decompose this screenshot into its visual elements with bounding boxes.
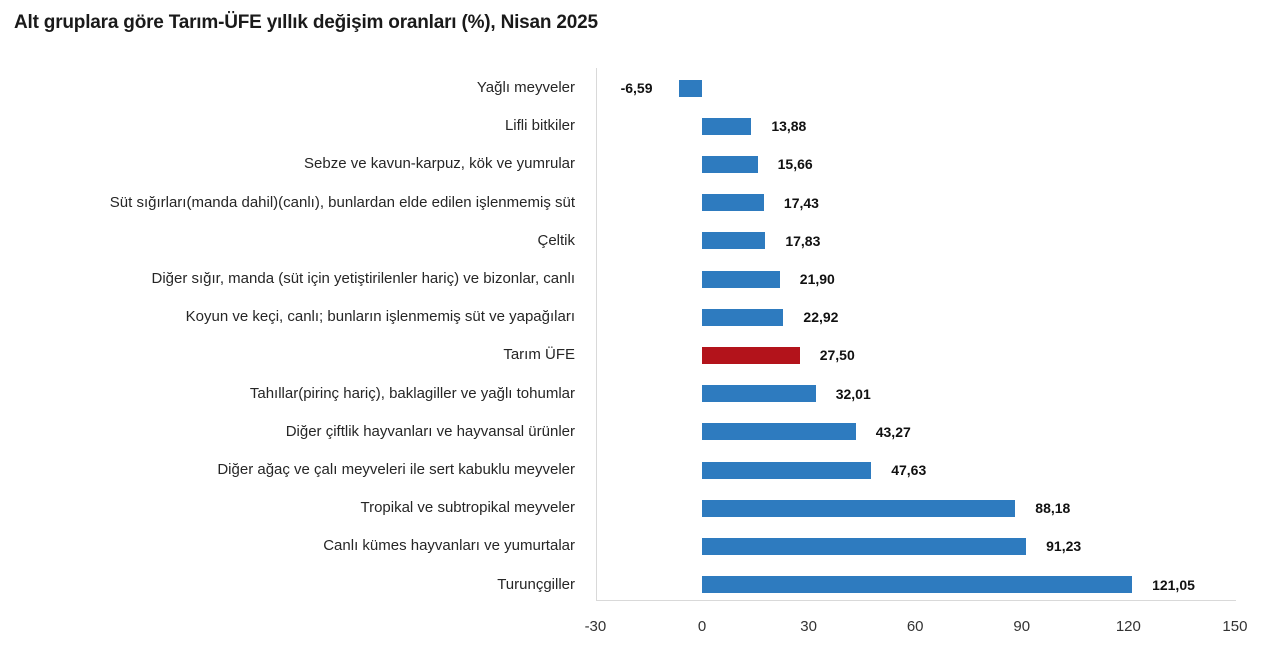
bar bbox=[702, 423, 856, 441]
value-label: 32,01 bbox=[835, 385, 871, 402]
value-label: 27,50 bbox=[819, 347, 855, 364]
x-tick-label: 120 bbox=[1115, 618, 1141, 635]
bar bbox=[702, 499, 1016, 517]
bar bbox=[702, 232, 766, 250]
category-label: Turunçgiller bbox=[497, 575, 575, 593]
bar-highlight bbox=[702, 346, 800, 364]
value-label: 15,66 bbox=[777, 156, 813, 173]
bar bbox=[702, 270, 780, 288]
x-tick-label: 30 bbox=[800, 618, 817, 635]
category-label: Yağlı meyveler bbox=[476, 79, 575, 96]
bar bbox=[702, 194, 764, 212]
category-label: Tropikal ve subtropikal meyveler bbox=[360, 499, 575, 517]
category-label: Lifli bitkiler bbox=[504, 117, 575, 135]
category-label: Tarım ÜFE bbox=[503, 346, 575, 364]
bar bbox=[702, 461, 872, 479]
category-label: Canlı kümes hayvanları ve yumurtalar bbox=[323, 537, 575, 555]
bar bbox=[702, 537, 1027, 555]
category-label: Diğer sığır, manda (süt için yetiştirile… bbox=[151, 270, 575, 287]
value-label: 121,05 bbox=[1152, 576, 1195, 593]
bar bbox=[702, 155, 758, 173]
x-tick-label: -30 bbox=[584, 618, 607, 635]
x-tick-label: 90 bbox=[1013, 618, 1031, 635]
value-label: 17,83 bbox=[785, 232, 821, 249]
bar bbox=[678, 79, 702, 97]
value-label: 13,88 bbox=[771, 118, 807, 135]
value-label: 22,92 bbox=[803, 309, 839, 326]
chart-title: Alt gruplara göre Tarım-ÜFE yıllık değiş… bbox=[14, 12, 598, 33]
value-label: -6,59 bbox=[620, 80, 653, 96]
value-label: 91,23 bbox=[1046, 538, 1082, 555]
bar bbox=[702, 308, 784, 326]
x-tick-label: 60 bbox=[906, 618, 924, 635]
x-tick-label: 0 bbox=[697, 618, 707, 635]
bar bbox=[702, 117, 752, 135]
value-label: 88,18 bbox=[1035, 500, 1071, 517]
category-label: Süt sığırları(manda dahil)(canlı), bunla… bbox=[109, 193, 575, 211]
category-label: Diğer çiftlik hayvanları ve hayvansal ür… bbox=[285, 422, 575, 440]
category-label: Diğer ağaç ve çalı meyveleri ile sert ka… bbox=[217, 461, 575, 478]
category-label: Koyun ve keçi, canlı; bunların işlenmemi… bbox=[185, 308, 575, 326]
x-tick-label: 150 bbox=[1222, 618, 1248, 635]
category-label: Çeltik bbox=[537, 231, 575, 249]
value-label: 47,63 bbox=[891, 462, 927, 478]
bar bbox=[702, 576, 1133, 594]
value-label: 43,27 bbox=[875, 423, 911, 440]
value-label: 21,90 bbox=[799, 271, 835, 287]
category-label: Tahıllar(pirinç hariç), baklagiller ve y… bbox=[249, 384, 575, 402]
x-axis-line bbox=[596, 600, 1236, 601]
category-label: Sebze ve kavun-karpuz, kök ve yumrular bbox=[304, 155, 575, 173]
bar bbox=[702, 385, 816, 403]
value-label: 17,43 bbox=[783, 194, 819, 211]
y-axis-line bbox=[596, 68, 597, 601]
